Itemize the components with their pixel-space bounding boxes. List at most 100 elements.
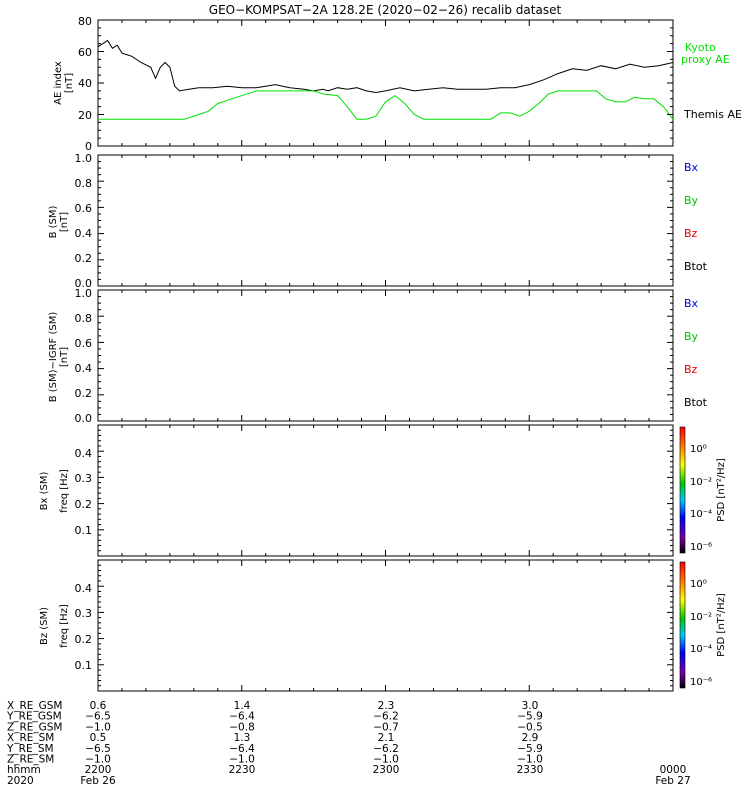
bzspec-ytick-label: 0.4	[75, 582, 93, 595]
bxspec-colorbar-tick: 10⁰	[690, 444, 707, 455]
orbit-cell: 2330	[517, 764, 544, 776]
orbit-cell: Feb 27	[655, 775, 690, 787]
bzspec-ytick-label: 0.2	[75, 633, 93, 646]
orbit-cell: −0.7	[373, 721, 399, 733]
legend-btot: Btot	[684, 260, 708, 273]
bxspec-colorbar-tick: 10⁻⁴	[690, 509, 712, 520]
orbit-cell: −1.0	[517, 754, 543, 766]
bzspec-colorbar-tick: 10⁻⁶	[690, 677, 712, 688]
orbit-row-label: hhmm	[7, 764, 41, 776]
legend-themis-ae: Themis AE	[683, 108, 742, 121]
bdiff-ticks	[97, 289, 674, 422]
orbit-cell: −6.2	[373, 711, 399, 723]
ae-ylabel: AE index	[53, 61, 64, 105]
orbit-row-label: X_RE_SM	[7, 732, 54, 744]
ae-ytick-label: 0	[85, 140, 92, 153]
bzspec-ylabel: Bz (SM)	[39, 607, 50, 645]
orbit-cell: 2.3	[378, 700, 395, 712]
orbit-cell: −1.0	[85, 721, 111, 733]
series-line-themis-ae	[97, 39, 674, 94]
orbit-cell: 1.4	[234, 700, 251, 712]
bzspec-colorbar-tick: 10⁻⁴	[690, 644, 712, 655]
bzspec-panel: 0.1 0.2 0.3 0.4 Bz (SM) freq [Hz] 10⁰ 10…	[39, 559, 727, 692]
bxspec-ytick-label: 0.1	[75, 524, 93, 537]
orbit-row-label: X_RE_GSM	[7, 700, 62, 712]
orbit-cell: −6.4	[229, 743, 255, 755]
bdiff-panel: 0.0 0.2 0.4 0.6 0.8 1.0 B (SM)−IGRF (SM)…	[48, 287, 708, 425]
legend-proxy-ae: proxy AE	[681, 53, 730, 66]
b-yunit: [nT]	[59, 212, 70, 232]
bxspec-panel: 0.1 0.2 0.3 0.4 Bx (SM) freq [Hz] 10⁰ 10…	[39, 424, 727, 557]
legend-bz: Bz	[684, 227, 698, 240]
b-ytick-label: 0.8	[75, 177, 93, 190]
orbit-cell: −6.5	[85, 711, 111, 723]
ae-ytick-label: 20	[78, 109, 92, 122]
orbit-row-label: Y_RE_SM	[6, 743, 54, 755]
orbit-row-label: Z_RE_GSM	[7, 721, 62, 733]
b-ytick-label: 0.0	[75, 277, 93, 290]
orbit-cell: 2.9	[522, 732, 539, 744]
ae-yunit: [nT]	[64, 73, 75, 93]
b-ytick-label: 0.2	[75, 252, 93, 265]
bdiff-ylabel: B (SM)−IGRF (SM)	[48, 312, 59, 403]
legend-kyoto: Kyoto	[685, 41, 716, 54]
bxspec-colorbar-tick: 10⁻⁶	[690, 542, 712, 553]
orbit-cell: −5.9	[517, 743, 543, 755]
bdiff-ytick-label: 1.0	[75, 287, 93, 300]
orbit-cell: 0.5	[90, 732, 107, 744]
orbit-cell: 2300	[373, 764, 400, 776]
bzspec-panel-frame	[97, 559, 674, 692]
orbit-cell: −0.5	[517, 721, 543, 733]
orbit-row-label: Y_RE_GSM	[6, 711, 62, 723]
bxspec-yunit: freq [Hz]	[59, 469, 70, 513]
ae-panel-frame	[97, 19, 674, 147]
orbit-cell: 1.3	[234, 732, 251, 744]
bxspec-colorbar-label: PSD [nT²/Hz]	[716, 458, 727, 522]
ae-marks	[97, 19, 674, 147]
figure-title: GEO−KOMPSAT−2A 128.2E (2020−02−26) recal…	[209, 3, 562, 17]
legend-by: By	[684, 330, 699, 343]
bdiff-ytick-label: 0.0	[75, 412, 93, 425]
b-ticks	[97, 154, 674, 287]
orbit-cell: 3.0	[522, 700, 539, 712]
orbit-cell: 2230	[229, 764, 256, 776]
orbit-row-label: Z_RE_SM	[7, 754, 54, 766]
bzspec-colorbar-tick: 10⁰	[690, 579, 707, 590]
bdiff-panel-frame	[97, 289, 674, 422]
bxspec-ticks	[97, 425, 674, 556]
b-ytick-label: 1.0	[75, 152, 93, 165]
bzspec-colorbar-tick: 10⁻²	[690, 612, 712, 623]
orbit-cell: −5.9	[517, 711, 543, 723]
b-ytick-label: 0.6	[75, 202, 93, 215]
legend-by: By	[684, 194, 699, 207]
orbit-cell: −6.2	[373, 743, 399, 755]
orbit-cell: 0000	[660, 764, 687, 776]
legend-btot: Btot	[684, 396, 708, 409]
bdiff-ytick-label: 0.4	[75, 362, 93, 375]
bxspec-ylabel: Bx (SM)	[39, 472, 50, 511]
bdiff-yunit: [nT]	[59, 347, 70, 367]
bdiff-ytick-label: 0.8	[75, 312, 93, 325]
orbit-cell: −6.5	[85, 743, 111, 755]
b-panel: 0.0 0.2 0.4 0.6 0.8 1.0 B (SM) [nT] Bx B…	[48, 152, 708, 290]
bxspec-ytick-label: 0.3	[75, 472, 93, 485]
bxspec-ytick-label: 0.2	[75, 498, 93, 511]
bxspec-colorbar	[679, 426, 686, 554]
bxspec-panel-frame	[97, 424, 674, 557]
orbit-cell: Feb 26	[80, 775, 116, 787]
orbit-table: X_RE_GSM 0.6 1.4 2.3 3.0 Y_RE_GSM −6.5 −6.4 −6.2…	[6, 700, 691, 787]
ae-panel: 0 20 40 60 80 AE index [nT] Kyoto proxy …	[53, 15, 742, 153]
bzspec-ytick-label: 0.1	[75, 659, 93, 672]
ae-ytick-label: 60	[78, 46, 92, 59]
series-line-kyoto-proxy-ae	[98, 90, 674, 120]
bzspec-ytick-label: 0.3	[75, 607, 93, 620]
bxspec-colorbar-tick: 10⁻²	[690, 477, 712, 488]
orbit-cell: −1.0	[373, 754, 399, 766]
ae-ytick-label: 40	[78, 77, 92, 90]
legend-bz: Bz	[684, 363, 698, 376]
bdiff-ytick-label: 0.2	[75, 387, 93, 400]
orbit-cell: 2200	[85, 764, 112, 776]
legend-bx: Bx	[684, 161, 699, 174]
orbit-cell: −1.0	[85, 754, 111, 766]
